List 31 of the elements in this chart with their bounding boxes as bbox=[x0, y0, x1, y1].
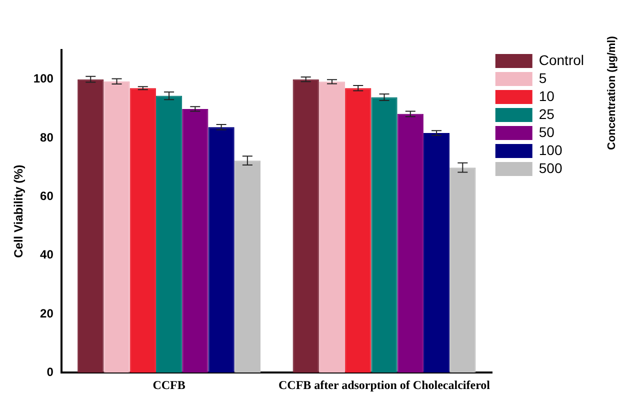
legend-label: 25 bbox=[538, 106, 555, 122]
x-tick-label: CCFB bbox=[152, 378, 186, 392]
y-tick-label: 80 bbox=[40, 130, 54, 144]
bar bbox=[130, 88, 156, 373]
legend-label: Control bbox=[538, 52, 584, 68]
bar bbox=[450, 168, 476, 373]
legend-label: 50 bbox=[538, 124, 555, 140]
legend-label: 100 bbox=[538, 142, 562, 158]
bar bbox=[182, 108, 208, 373]
y-tick-label: 60 bbox=[40, 188, 54, 203]
bar bbox=[208, 127, 234, 373]
bar bbox=[104, 81, 130, 373]
x-tick-label: CCFB after adsorption of Cholecalciferol bbox=[278, 378, 491, 392]
y-tick-label: 100 bbox=[33, 72, 54, 86]
legend-label: 5 bbox=[538, 70, 547, 86]
bar bbox=[234, 160, 261, 373]
bar bbox=[156, 96, 182, 373]
legend-label: 10 bbox=[538, 88, 555, 104]
bar bbox=[371, 97, 398, 373]
bar bbox=[423, 132, 450, 373]
legend-title: Concentration (µg/ml) bbox=[606, 36, 618, 150]
y-tick-label: 20 bbox=[40, 306, 54, 320]
bar bbox=[318, 82, 346, 373]
y-tick-label: 0 bbox=[46, 364, 54, 379]
bar bbox=[397, 114, 424, 373]
bar bbox=[292, 79, 319, 373]
bar bbox=[345, 88, 372, 373]
bar bbox=[78, 79, 104, 373]
y-axis-title: Cell Viability (%) bbox=[12, 164, 26, 258]
legend-label: 500 bbox=[538, 160, 562, 176]
y-tick-label: 40 bbox=[40, 248, 54, 262]
